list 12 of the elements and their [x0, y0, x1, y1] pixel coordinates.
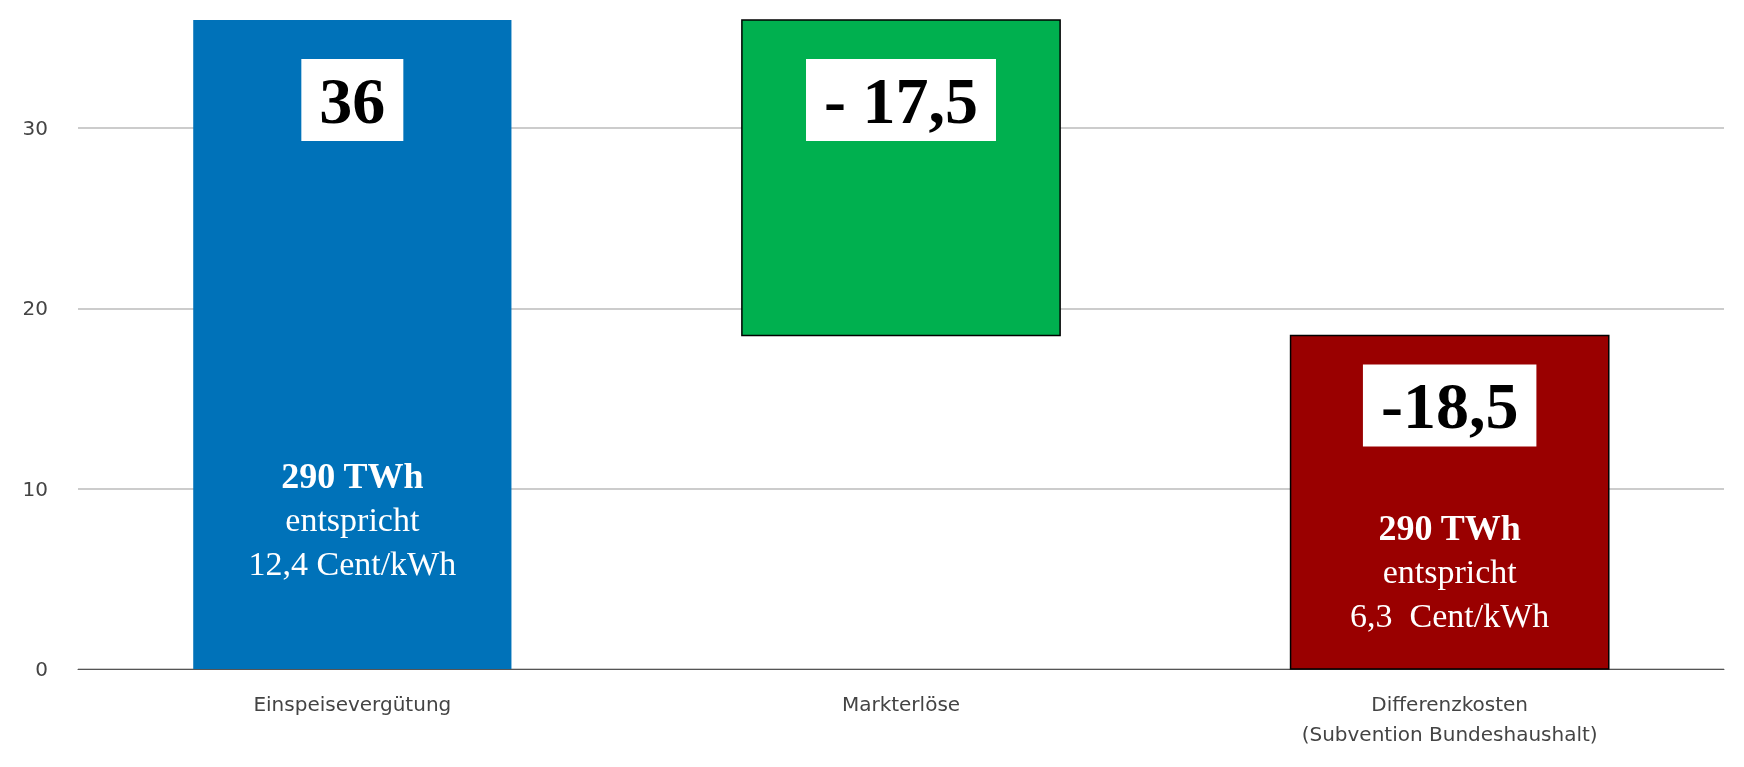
data-label: -18,5: [1380, 368, 1519, 442]
data-label: 36: [319, 63, 386, 137]
y-tick-label: 20: [22, 296, 48, 321]
x-tick-label: Einspeisevergütung: [253, 692, 452, 716]
x-tick-label: Differenzkosten (Subvention Bundeshaushalt): [1301, 692, 1598, 746]
x-tick-label: Markterlöse: [841, 692, 961, 716]
y-tick-label: 10: [22, 476, 48, 501]
y-tick-label: 30: [22, 116, 48, 141]
annotation: 290 TWh entspricht 12,4 Cent/kWh: [248, 455, 457, 583]
annotation: 290 TWh entspricht 6,3 Cent/kWh: [1350, 507, 1550, 635]
y-tick-label: 0: [35, 657, 48, 681]
data-label: - 17,5: [824, 63, 978, 137]
